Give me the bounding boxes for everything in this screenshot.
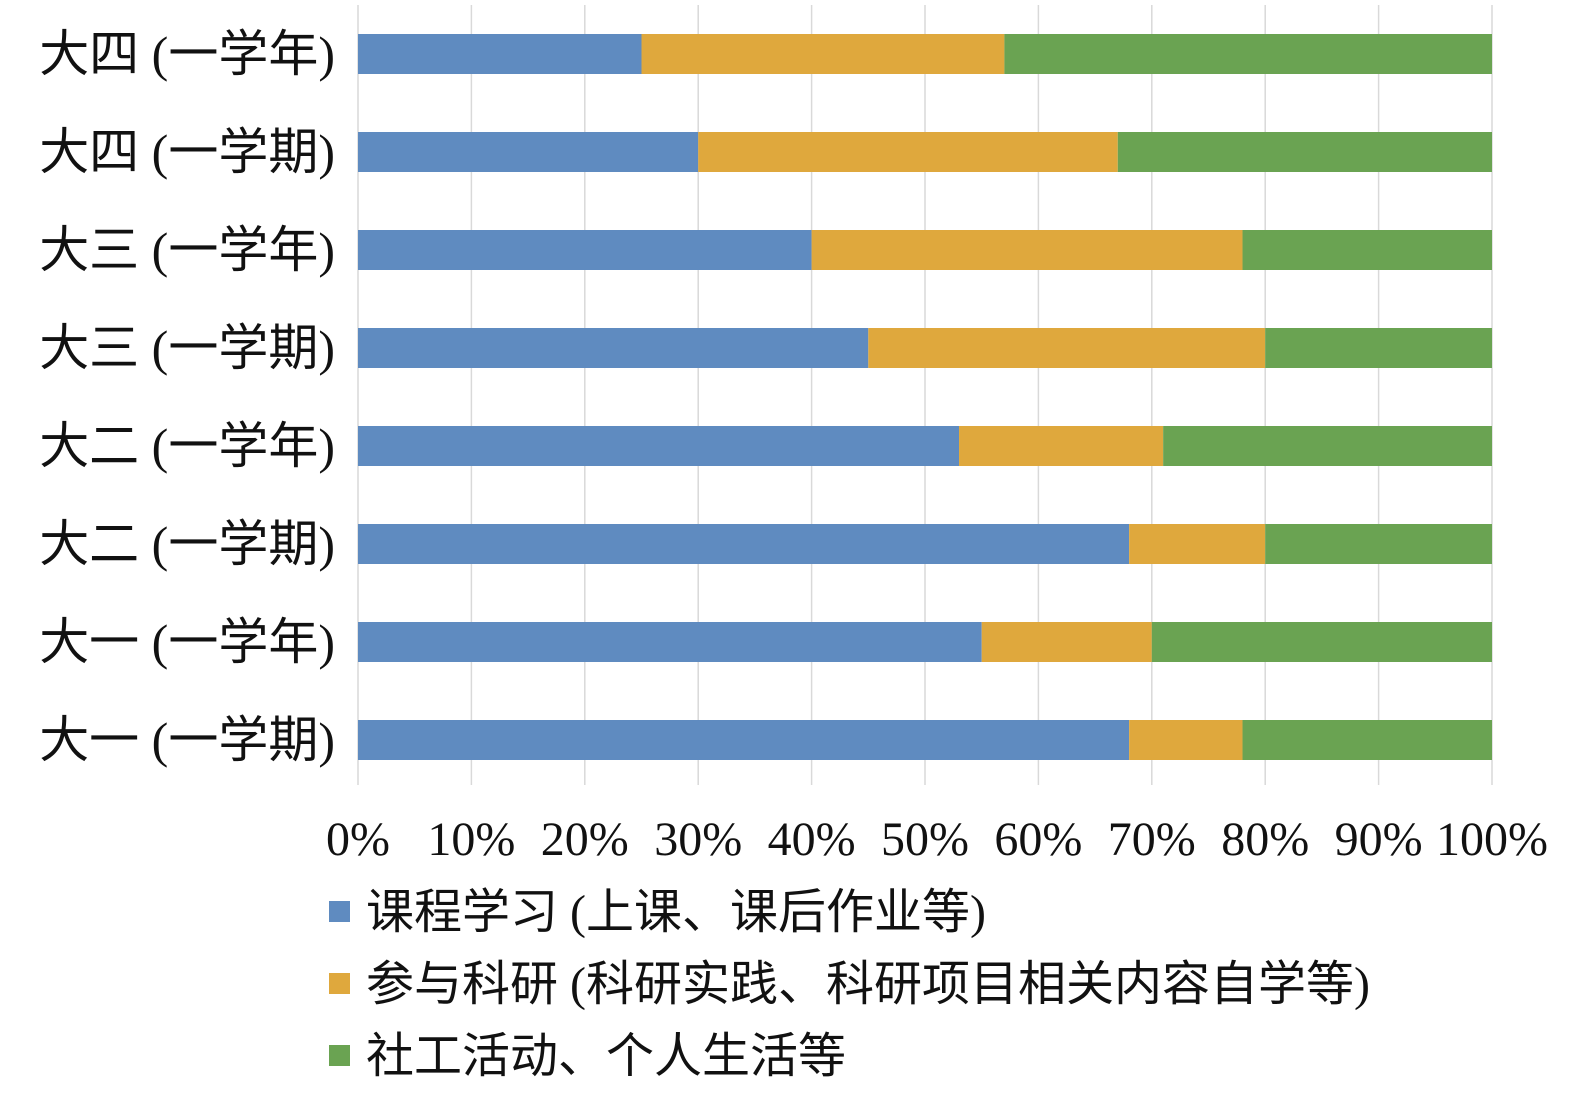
gridlines [357, 5, 1493, 785]
bar-segment [1151, 622, 1492, 662]
bar-segment [1129, 720, 1243, 760]
bar-segment [641, 34, 1005, 74]
x-tick-label: 80% [1221, 813, 1309, 866]
x-tick-label: 50% [881, 813, 969, 866]
bar-segment [959, 426, 1164, 466]
bar-segment [1129, 524, 1266, 564]
category-label: 大一 (一学期) [39, 712, 335, 768]
bar-segment [358, 230, 812, 270]
legend-swatch [329, 973, 350, 994]
category-label: 大四 (一学期) [39, 124, 335, 180]
bar-segment [1004, 34, 1492, 74]
legend-swatch [329, 901, 350, 922]
bar-segment [358, 720, 1130, 760]
x-tick-label: 70% [1108, 813, 1196, 866]
bar-segment [1265, 524, 1492, 564]
legend: 课程学习 (上课、课后作业等) 参与科研 (科研实践、科研项目相关内容自学等) 社工… [329, 886, 1370, 1083]
x-tick-label: 10% [427, 813, 515, 866]
legend-label: 参与科研 (科研实践、科研项目相关内容自学等) [366, 958, 1370, 1011]
bar-segment [981, 622, 1152, 662]
category-label: 大三 (一学年) [39, 222, 335, 278]
x-tick-label: 100% [1436, 813, 1548, 866]
bar-segment [358, 622, 982, 662]
x-tick-labels: 0% 10% 20% 30% 40% 50% 60% 70% 80% 90% 100% [326, 813, 1548, 866]
x-tick-label: 60% [994, 813, 1082, 866]
bar-segment [358, 426, 960, 466]
x-tick-label: 20% [541, 813, 629, 866]
bar-segment [1117, 132, 1492, 172]
bars [358, 34, 1492, 760]
bar-segment [358, 132, 699, 172]
bar-segment [698, 132, 1118, 172]
bar-segment [868, 328, 1266, 368]
bar-segment [1242, 230, 1492, 270]
bar-segment [358, 524, 1130, 564]
x-tick-label: 30% [654, 813, 742, 866]
legend-label: 课程学习 (上课、课后作业等) [366, 886, 986, 939]
x-tick-label: 0% [326, 813, 390, 866]
x-tick-label: 90% [1335, 813, 1423, 866]
category-label: 大四 (一学年) [39, 26, 335, 82]
bar-segment [358, 34, 642, 74]
bar-segment [811, 230, 1243, 270]
category-label: 大二 (一学期) [39, 516, 335, 572]
legend-label: 社工活动、个人生活等 [366, 1030, 846, 1083]
legend-swatch [329, 1045, 350, 1066]
category-labels: 大四 (一学年) 大四 (一学期) 大三 (一学年) 大三 (一学期) 大二 (一学年)… [39, 26, 335, 768]
x-tick-label: 40% [768, 813, 856, 866]
bar-segment [358, 328, 869, 368]
category-label: 大二 (一学年) [39, 418, 335, 474]
category-label: 大三 (一学期) [39, 320, 335, 376]
category-label: 大一 (一学年) [39, 614, 335, 670]
bar-segment [1242, 720, 1492, 760]
bar-segment [1163, 426, 1492, 466]
bar-segment [1265, 328, 1492, 368]
